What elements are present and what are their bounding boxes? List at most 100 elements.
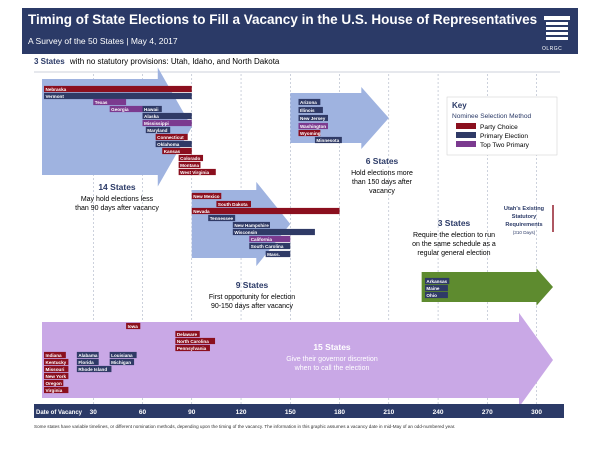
state-label-arkansas: Arkansas — [426, 279, 447, 284]
x-tick-30: 30 — [90, 409, 98, 416]
state-label-louisiana: Louisiana — [111, 353, 133, 358]
state-label-wyoming: Wyoming — [300, 131, 321, 136]
state-label-vermont: Vermont — [46, 94, 65, 99]
state-bar-south-dakota — [216, 200, 252, 208]
state-bar-arkansas — [424, 277, 450, 285]
x-tick-270: 270 — [482, 409, 493, 416]
state-label-tennessee: Tennessee — [210, 216, 234, 221]
group-desc-g6-0: Hold elections more — [351, 170, 413, 177]
state-label-maryland: Maryland — [147, 128, 167, 133]
no-provision-text: with no statutory provisions: Utah, Idah… — [69, 57, 280, 66]
group-labels: 14 States May hold elections less than 90 … — [75, 156, 496, 372]
utah-note: Utah's Existing Statutory Requirements (… — [504, 205, 554, 235]
state-bar-arizona — [298, 98, 321, 106]
state-label-oregon: Oregon — [46, 381, 63, 386]
group-desc-g15-0: Give their governor discretion — [286, 356, 378, 363]
group-desc-g14-1: than 90 days after vacancy — [75, 205, 159, 212]
state-bar-nevada — [191, 207, 340, 215]
state-label-pennsylvania: Pennsylvania — [177, 346, 207, 351]
state-label-washington: Washington — [300, 124, 326, 129]
utah-line-4: (310 Days) — [513, 230, 536, 235]
state-bar-ohio — [424, 291, 448, 299]
x-axis: 30 60 90 120 150 180 210 240 270 300 Date of Vacan… — [34, 404, 564, 418]
state-bar-nebraska — [44, 85, 192, 93]
state-bar-delaware — [175, 330, 200, 338]
state-label-montana: Montana — [180, 163, 199, 168]
state-bar-oklahoma — [155, 140, 192, 148]
state-bar-minnesota — [314, 136, 342, 144]
state-bar-north-carolina — [175, 337, 216, 345]
x-tick-300: 300 — [531, 409, 542, 416]
state-label-south-carolina: South Carolina — [251, 244, 284, 249]
state-label-missouri: Missouri — [46, 367, 65, 372]
x-axis-label: Date of Vacancy — [36, 410, 83, 416]
state-label-kansas: Kansas — [164, 149, 181, 154]
state-label-indiana: Indiana — [46, 353, 63, 358]
state-label-mississippi: Mississippi — [144, 121, 169, 126]
state-bar-new-hampshire — [232, 221, 270, 229]
legend: Key Nominee Selection Method Party Choic… — [446, 96, 558, 156]
state-bar-hawaii — [142, 105, 162, 113]
state-label-alaska: Alaska — [144, 114, 159, 119]
state-bar-new-mexico — [191, 192, 222, 200]
state-bar-maine — [424, 284, 448, 292]
group-count-g9: 9 States — [236, 280, 269, 290]
footnote: Some states have variable timelines, or … — [34, 424, 456, 429]
header-banner: Timing of State Elections to Fill a Vaca… — [22, 8, 578, 54]
x-tick-90: 90 — [188, 409, 196, 416]
state-bar-connecticut — [155, 133, 188, 141]
state-bar-oregon — [44, 379, 64, 387]
state-bar-west-virginia — [178, 168, 216, 176]
arrow-g3 — [421, 268, 553, 306]
state-bar-kansas — [162, 147, 192, 155]
state-bar-vermont — [44, 92, 192, 100]
arrow-g15 — [42, 312, 553, 408]
state-label-nebraska: Nebraska — [46, 87, 67, 92]
group-desc-g3-0: Require the election to run — [413, 232, 495, 239]
group-desc-g14-0: May hold elections less — [81, 196, 154, 203]
legend-swatch-party — [456, 123, 476, 129]
state-bar-wisconsin — [232, 228, 315, 236]
state-bar-texas — [93, 98, 127, 106]
utah-line-3: Requirements — [505, 222, 542, 228]
state-bar-mississippi — [142, 119, 192, 127]
state-bar-maryland — [145, 126, 171, 134]
legend-swatch-primary — [456, 132, 476, 138]
legend-label-top2: Top Two Primary — [480, 142, 530, 149]
state-label-texas: Texas — [95, 100, 108, 105]
state-label-kentucky: Kentucky — [46, 360, 67, 365]
state-label-hawaii: Hawaii — [144, 107, 159, 112]
state-label-new-jersey: New Jersey — [300, 116, 326, 121]
no-provision-note: 3 States with no statutory provisions: U… — [34, 57, 280, 66]
state-label-south-dakota: South Dakota — [218, 202, 248, 207]
state-bar-montana — [178, 161, 201, 169]
state-label-new-york: New York — [46, 374, 67, 379]
state-label-wisconsin: Wisconsin — [234, 230, 257, 235]
logo-text: OLRGC — [542, 46, 563, 52]
state-bar-california — [249, 235, 291, 243]
state-bar-indiana — [44, 351, 66, 359]
state-bar-pennsylvania — [175, 344, 210, 352]
group-count-g15: 15 States — [313, 342, 351, 352]
state-bar-south-carolina — [249, 242, 291, 250]
state-bar-florida — [76, 358, 99, 366]
group-desc-g15-1: when to call the election — [294, 365, 370, 372]
state-bar-tennessee — [208, 214, 236, 222]
state-bar-louisiana — [109, 351, 137, 359]
capitol-logo-icon — [544, 16, 570, 40]
group-desc-g6-2: vacancy — [369, 188, 395, 195]
legend-swatch-top2 — [456, 141, 476, 147]
utah-line-2: Statutory — [512, 214, 537, 220]
state-label-north-carolina: North Carolina — [177, 339, 209, 344]
legend-label-primary: Primary Election — [480, 133, 528, 140]
state-bar-illinois — [298, 106, 323, 114]
no-provision-count: 3 States — [34, 57, 65, 66]
state-label-ohio: Ohio — [426, 293, 437, 298]
state-bar-new-jersey — [298, 114, 328, 122]
page-title: Timing of State Elections to Fill a Vaca… — [28, 12, 538, 27]
x-tick-180: 180 — [334, 409, 345, 416]
state-label-maine: Maine — [426, 286, 439, 291]
state-label-rhode-island: Rhode Island — [78, 367, 107, 372]
